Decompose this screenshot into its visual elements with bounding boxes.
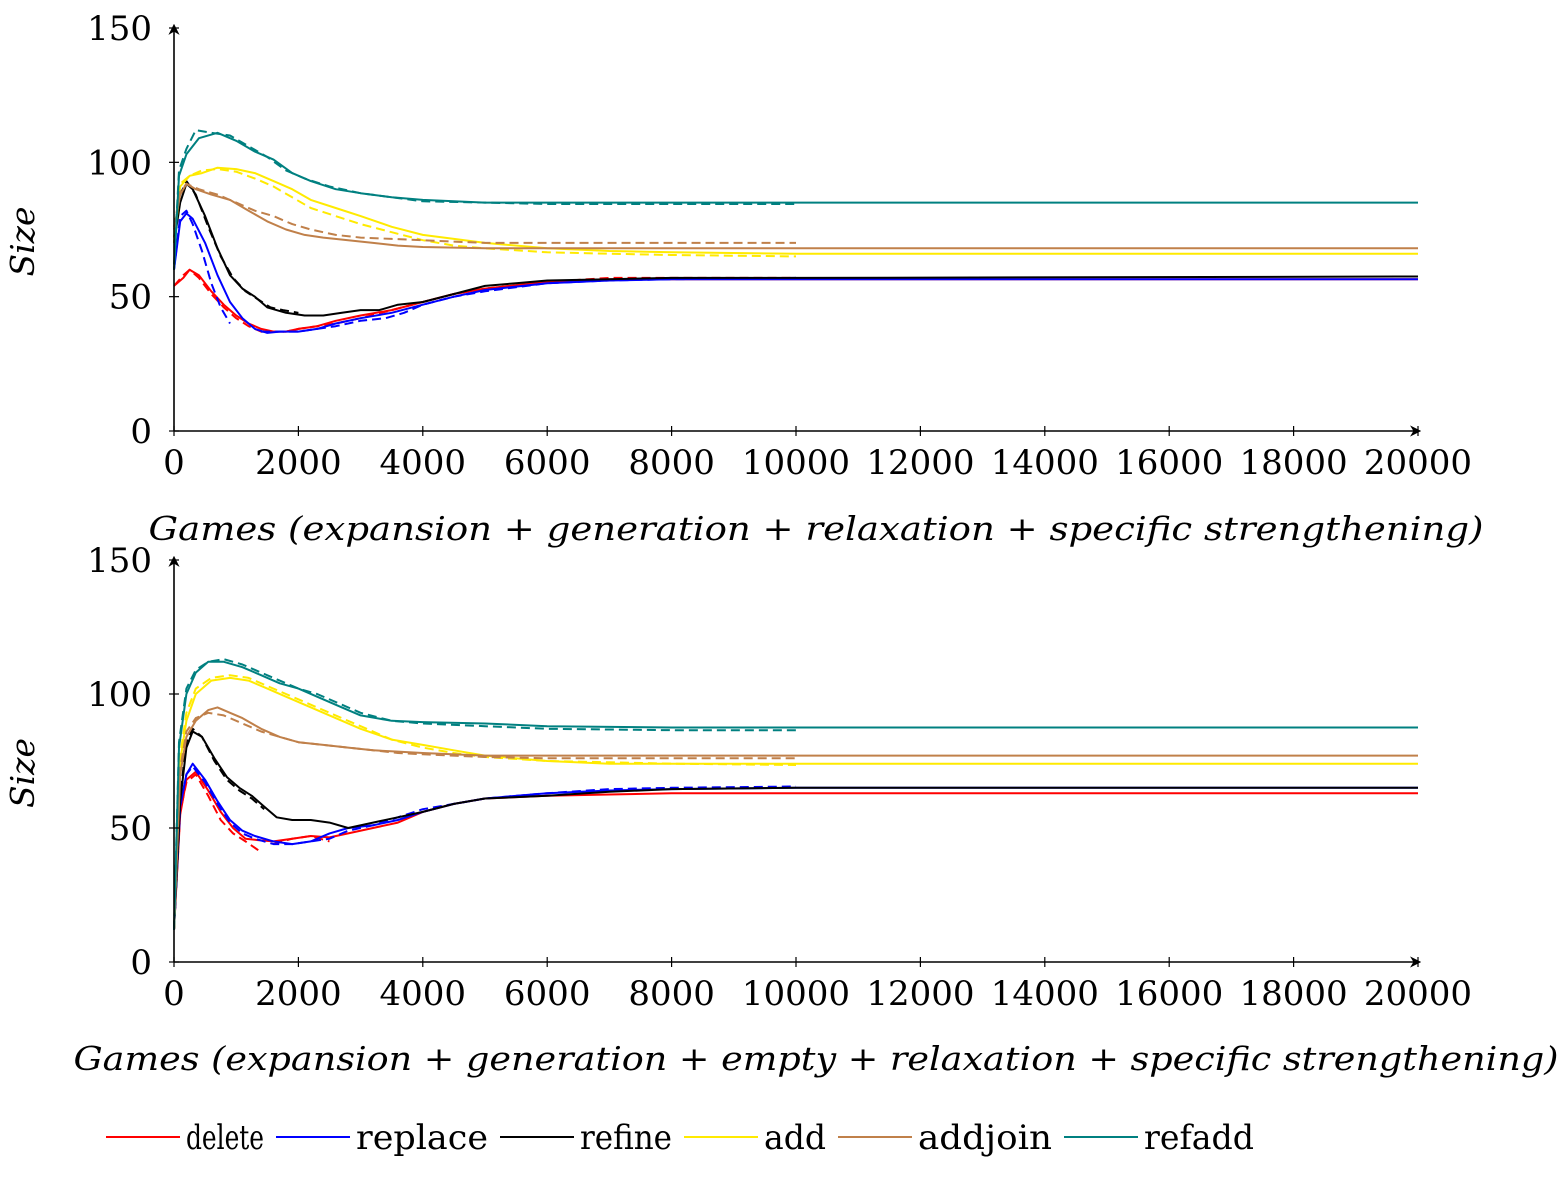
series-line-refadd <box>173 660 1418 930</box>
legend-label-refadd: refadd <box>1144 1118 1254 1158</box>
x-tick-label: 0 <box>163 974 185 1014</box>
series-line-delete <box>173 770 1418 930</box>
chart-panel-bottom: 0 2000 4000 6000 8000 10000 12000 14000 16000 180… <box>3 541 1559 1078</box>
x-tick-label: 18000 <box>1240 443 1348 483</box>
series-line-addjoin-dashed <box>173 711 796 930</box>
chart-legend: delete replace refine add addjoin refadd <box>106 1118 1254 1158</box>
x-tick-label: 2000 <box>255 443 342 483</box>
series-line-refine-dashed <box>173 180 299 314</box>
x-tick-label: 16000 <box>1115 974 1223 1014</box>
y-tick-label: 100 <box>87 143 152 183</box>
x-axis-title: Games (expansion + generation + relaxati… <box>149 509 1484 548</box>
series-line-replace <box>173 762 1418 930</box>
series-line-refadd-dashed <box>173 658 796 930</box>
x-tick-label: 14000 <box>991 443 1099 483</box>
x-tick-label: 14000 <box>991 974 1099 1014</box>
series-line-add-dashed <box>173 168 797 258</box>
x-tick-label: 2000 <box>255 974 342 1014</box>
series-line-delete <box>173 268 1418 333</box>
chart-panel-top: 0 2000 4000 6000 8000 10000 12000 14000 16000 180… <box>3 9 1484 548</box>
x-tick-label: 4000 <box>380 974 467 1014</box>
series-line-add <box>173 676 1418 930</box>
series-line-delete-dashed <box>173 268 796 333</box>
x-axis-title: Games (expansion + generation + empty + … <box>74 1039 1559 1078</box>
x-tick-label: 8000 <box>628 974 715 1014</box>
series-line-addjoin <box>173 182 1418 250</box>
series-line-delete-dashed <box>273 835 330 846</box>
y-tick-label: 0 <box>130 412 152 452</box>
series-line-delete-dashed <box>173 773 262 930</box>
x-tick-label: 10000 <box>742 443 850 483</box>
x-tick-label: 20000 <box>1364 443 1472 483</box>
series-line-add <box>173 166 1418 255</box>
legend-label-add: add <box>764 1118 826 1158</box>
legend-label-delete: delete <box>186 1118 264 1158</box>
x-tick-label: 4000 <box>380 443 467 483</box>
legend-label-replace: replace <box>356 1118 488 1158</box>
y-tick-label: 50 <box>109 278 152 318</box>
y-axis-title: Size <box>3 738 42 808</box>
series-line-addjoin <box>173 706 1418 930</box>
x-tick-label: 12000 <box>866 443 974 483</box>
series-line-refine-dashed <box>173 727 265 930</box>
y-tick-label: 100 <box>87 675 152 715</box>
legend-label-refine: refine <box>580 1118 672 1158</box>
series-line-replace-dashed <box>173 209 231 325</box>
x-tick-label: 16000 <box>1115 443 1223 483</box>
series-line-addjoin-dashed <box>173 182 796 244</box>
series-line-add-dashed <box>173 674 797 930</box>
x-tick-label: 18000 <box>1240 974 1348 1014</box>
legend-label-addjoin: addjoin <box>918 1118 1052 1158</box>
y-tick-label: 150 <box>87 9 152 49</box>
y-tick-label: 50 <box>109 809 152 849</box>
y-tick-label: 0 <box>130 943 152 983</box>
y-tick-label: 150 <box>87 541 152 581</box>
series-line-refadd <box>173 131 1418 270</box>
x-tick-label: 12000 <box>866 974 974 1014</box>
x-tick-label: 6000 <box>504 443 591 483</box>
series-line-replace-dashed <box>173 765 797 930</box>
x-tick-label: 6000 <box>504 974 591 1014</box>
series-line-replace-dashed <box>261 276 797 333</box>
y-axis-title: Size <box>3 206 42 276</box>
x-tick-label: 10000 <box>742 974 850 1014</box>
series-line-refadd-dashed <box>173 129 796 265</box>
x-tick-label: 20000 <box>1364 974 1472 1014</box>
x-tick-label: 8000 <box>628 443 715 483</box>
x-tick-label: 0 <box>163 443 185 483</box>
